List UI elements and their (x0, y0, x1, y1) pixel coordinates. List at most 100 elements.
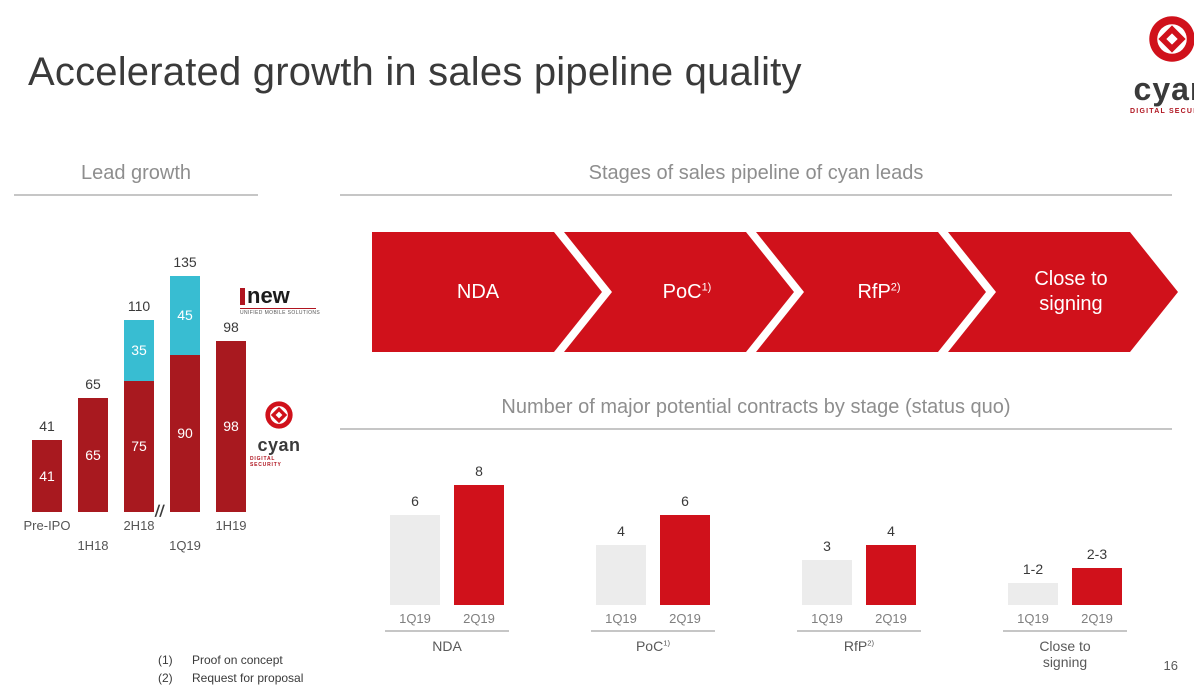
tick-label: 1Q19 (811, 611, 843, 626)
bar-value-label: 3 (823, 538, 831, 554)
lead-growth-heading: Lead growth (14, 162, 258, 196)
bar-value-label: 1-2 (1022, 560, 1044, 577)
contracts-charts: 6 8 1Q19 2Q19 NDA 4 6 1Q19 2Q19 PoC1) 3 4 1Q19 2Q19 Rf… (340, 455, 1172, 670)
stage-footnote-ref: 1) (701, 280, 712, 293)
x-axis-label: 2H18 (123, 518, 155, 533)
bar-segment-cyan: 75 (124, 380, 154, 512)
contract-group-label: RfP2) (843, 638, 875, 654)
inew-logo: new UNIFIED MOBILE SOLUTIONS (240, 283, 321, 316)
contracts-heading: Number of major potential contracts by s… (340, 396, 1172, 430)
x-axis-label: 1H19 (215, 518, 247, 533)
pipeline-stage-label: RfP2) (857, 280, 901, 303)
contract-bar (454, 485, 504, 605)
tick-label: 1Q19 (605, 611, 637, 626)
bar-segment-cyan: 41 (32, 440, 62, 512)
tick-label: 2Q19 (1081, 611, 1113, 626)
tick-label: 2Q19 (463, 611, 495, 626)
lead-growth-bar: 35 75 (124, 319, 154, 512)
bar-total-label: 135 (173, 253, 197, 270)
bar-value-label: 6 (411, 493, 419, 509)
page-title: Accelerated growth in sales pipeline qua… (28, 50, 802, 94)
footnote-1-text: Proof on concept (192, 653, 283, 667)
bar-segment-inew: 45 (170, 275, 200, 355)
pipeline-stage-label: PoC1) (662, 280, 712, 303)
contract-bar-column: 4 (866, 523, 916, 605)
tick-label: 1Q19 (399, 611, 431, 626)
bar-total-label: 41 (39, 418, 55, 435)
contract-bar (1008, 582, 1058, 605)
bar-total-label: 98 (223, 318, 239, 335)
contract-tick-row: 1Q19 2Q19 (390, 611, 504, 626)
footnote-1: (1) Proof on concept (158, 653, 303, 667)
bar-total-label: 65 (85, 376, 101, 393)
footnote-1-marker: (1) (158, 653, 173, 667)
footnote-2-marker: (2) (158, 671, 173, 685)
group-footnote-ref: 1) (663, 638, 671, 648)
lead-growth-bar: 98 (216, 340, 246, 512)
contract-group-plot: 1-2 2-3 (1008, 455, 1122, 605)
contract-group-rfp: 3 4 1Q19 2Q19 RfP2) (780, 455, 938, 670)
contract-group-label: Close to signing (1039, 638, 1091, 671)
bar-segment-cyan: 98 (216, 340, 246, 512)
contract-bar-column: 8 (454, 463, 504, 605)
bar-total-label: 110 (127, 297, 151, 314)
bar-value-label: 6 (681, 493, 689, 509)
contract-bar-column: 3 (802, 538, 852, 605)
pipeline-chevrons: NDA PoC1) RfP2) Close to signing (372, 232, 1178, 352)
contract-axis-line (797, 630, 921, 632)
cyan-brand-logo: cyan DIGITAL SECURITY (1122, 14, 1194, 115)
contract-bar-column: 6 (660, 493, 710, 605)
page-number: 16 (1163, 658, 1178, 673)
pipeline-stage-label: NDA (456, 280, 500, 303)
contract-bar-column: 6 (390, 493, 440, 605)
contract-bar (866, 545, 916, 605)
bar-value-label: 8 (475, 463, 483, 479)
pipeline-stage-nda: NDA (372, 232, 602, 352)
bar-segment-inew: 35 (124, 319, 154, 381)
brand-name: cyan (1133, 71, 1194, 107)
pipeline-stage-label: Close to signing (1034, 268, 1108, 315)
contract-group-label: NDA (432, 638, 462, 654)
inew-logo-subtitle: UNIFIED MOBILE SOLUTIONS (240, 308, 321, 316)
group-footnote-ref: 2) (867, 638, 875, 648)
contract-bar (802, 560, 852, 605)
contract-bar (596, 545, 646, 605)
contract-tick-row: 1Q19 2Q19 (596, 611, 710, 626)
footnote-2-text: Request for proposal (192, 671, 304, 685)
inew-logo-name: new (247, 283, 290, 308)
contract-bar (390, 515, 440, 605)
cyan-series-logo: cyan DIGITAL SECURITY (250, 400, 308, 468)
contract-bar-column: 1-2 (1008, 560, 1058, 605)
bar-value-label: 2-3 (1086, 545, 1108, 562)
x-axis-label: 1Q19 (169, 538, 201, 553)
lead-growth-bar: 45 90 (170, 275, 200, 512)
bar-value-label: 4 (887, 523, 895, 539)
lead-growth-bar: 65 (78, 398, 108, 512)
lead-growth-bar: 41 (32, 440, 62, 512)
contract-bar-column: 2-3 (1072, 545, 1122, 605)
cyan-series-logo-subtitle: DIGITAL SECURITY (250, 456, 282, 468)
contract-bar (660, 515, 710, 605)
contract-tick-row: 1Q19 2Q19 (1008, 611, 1122, 626)
bar-value-label: 4 (617, 523, 625, 539)
cyan-logo-icon (264, 400, 294, 435)
contract-tick-row: 1Q19 2Q19 (802, 611, 916, 626)
contract-group-label: PoC1) (635, 638, 671, 654)
pipeline-stage-close-to-signing: Close to signing (948, 232, 1178, 352)
contract-axis-line (591, 630, 715, 632)
x-axis-label: Pre-IPO (23, 518, 71, 533)
bar-segment-cyan: 90 (170, 354, 200, 512)
cyan-logo-icon (1147, 14, 1194, 69)
pipeline-heading: Stages of sales pipeline of cyan leads (340, 162, 1172, 196)
contract-axis-line (1003, 630, 1127, 632)
x-axis-label: 1H18 (77, 538, 109, 553)
inew-logo-mark (240, 287, 245, 305)
contract-bar (1072, 567, 1122, 605)
brand-subtitle: DIGITAL SECURITY (1130, 108, 1194, 115)
tick-label: 2Q19 (669, 611, 701, 626)
contract-group-nda: 6 8 1Q19 2Q19 NDA (368, 455, 526, 670)
lead-growth-chart: 41 41 65 65 35 75 110 45 90 135 98 98 || Pre-IPO 1H1… (14, 200, 274, 568)
contract-axis-line (385, 630, 509, 632)
